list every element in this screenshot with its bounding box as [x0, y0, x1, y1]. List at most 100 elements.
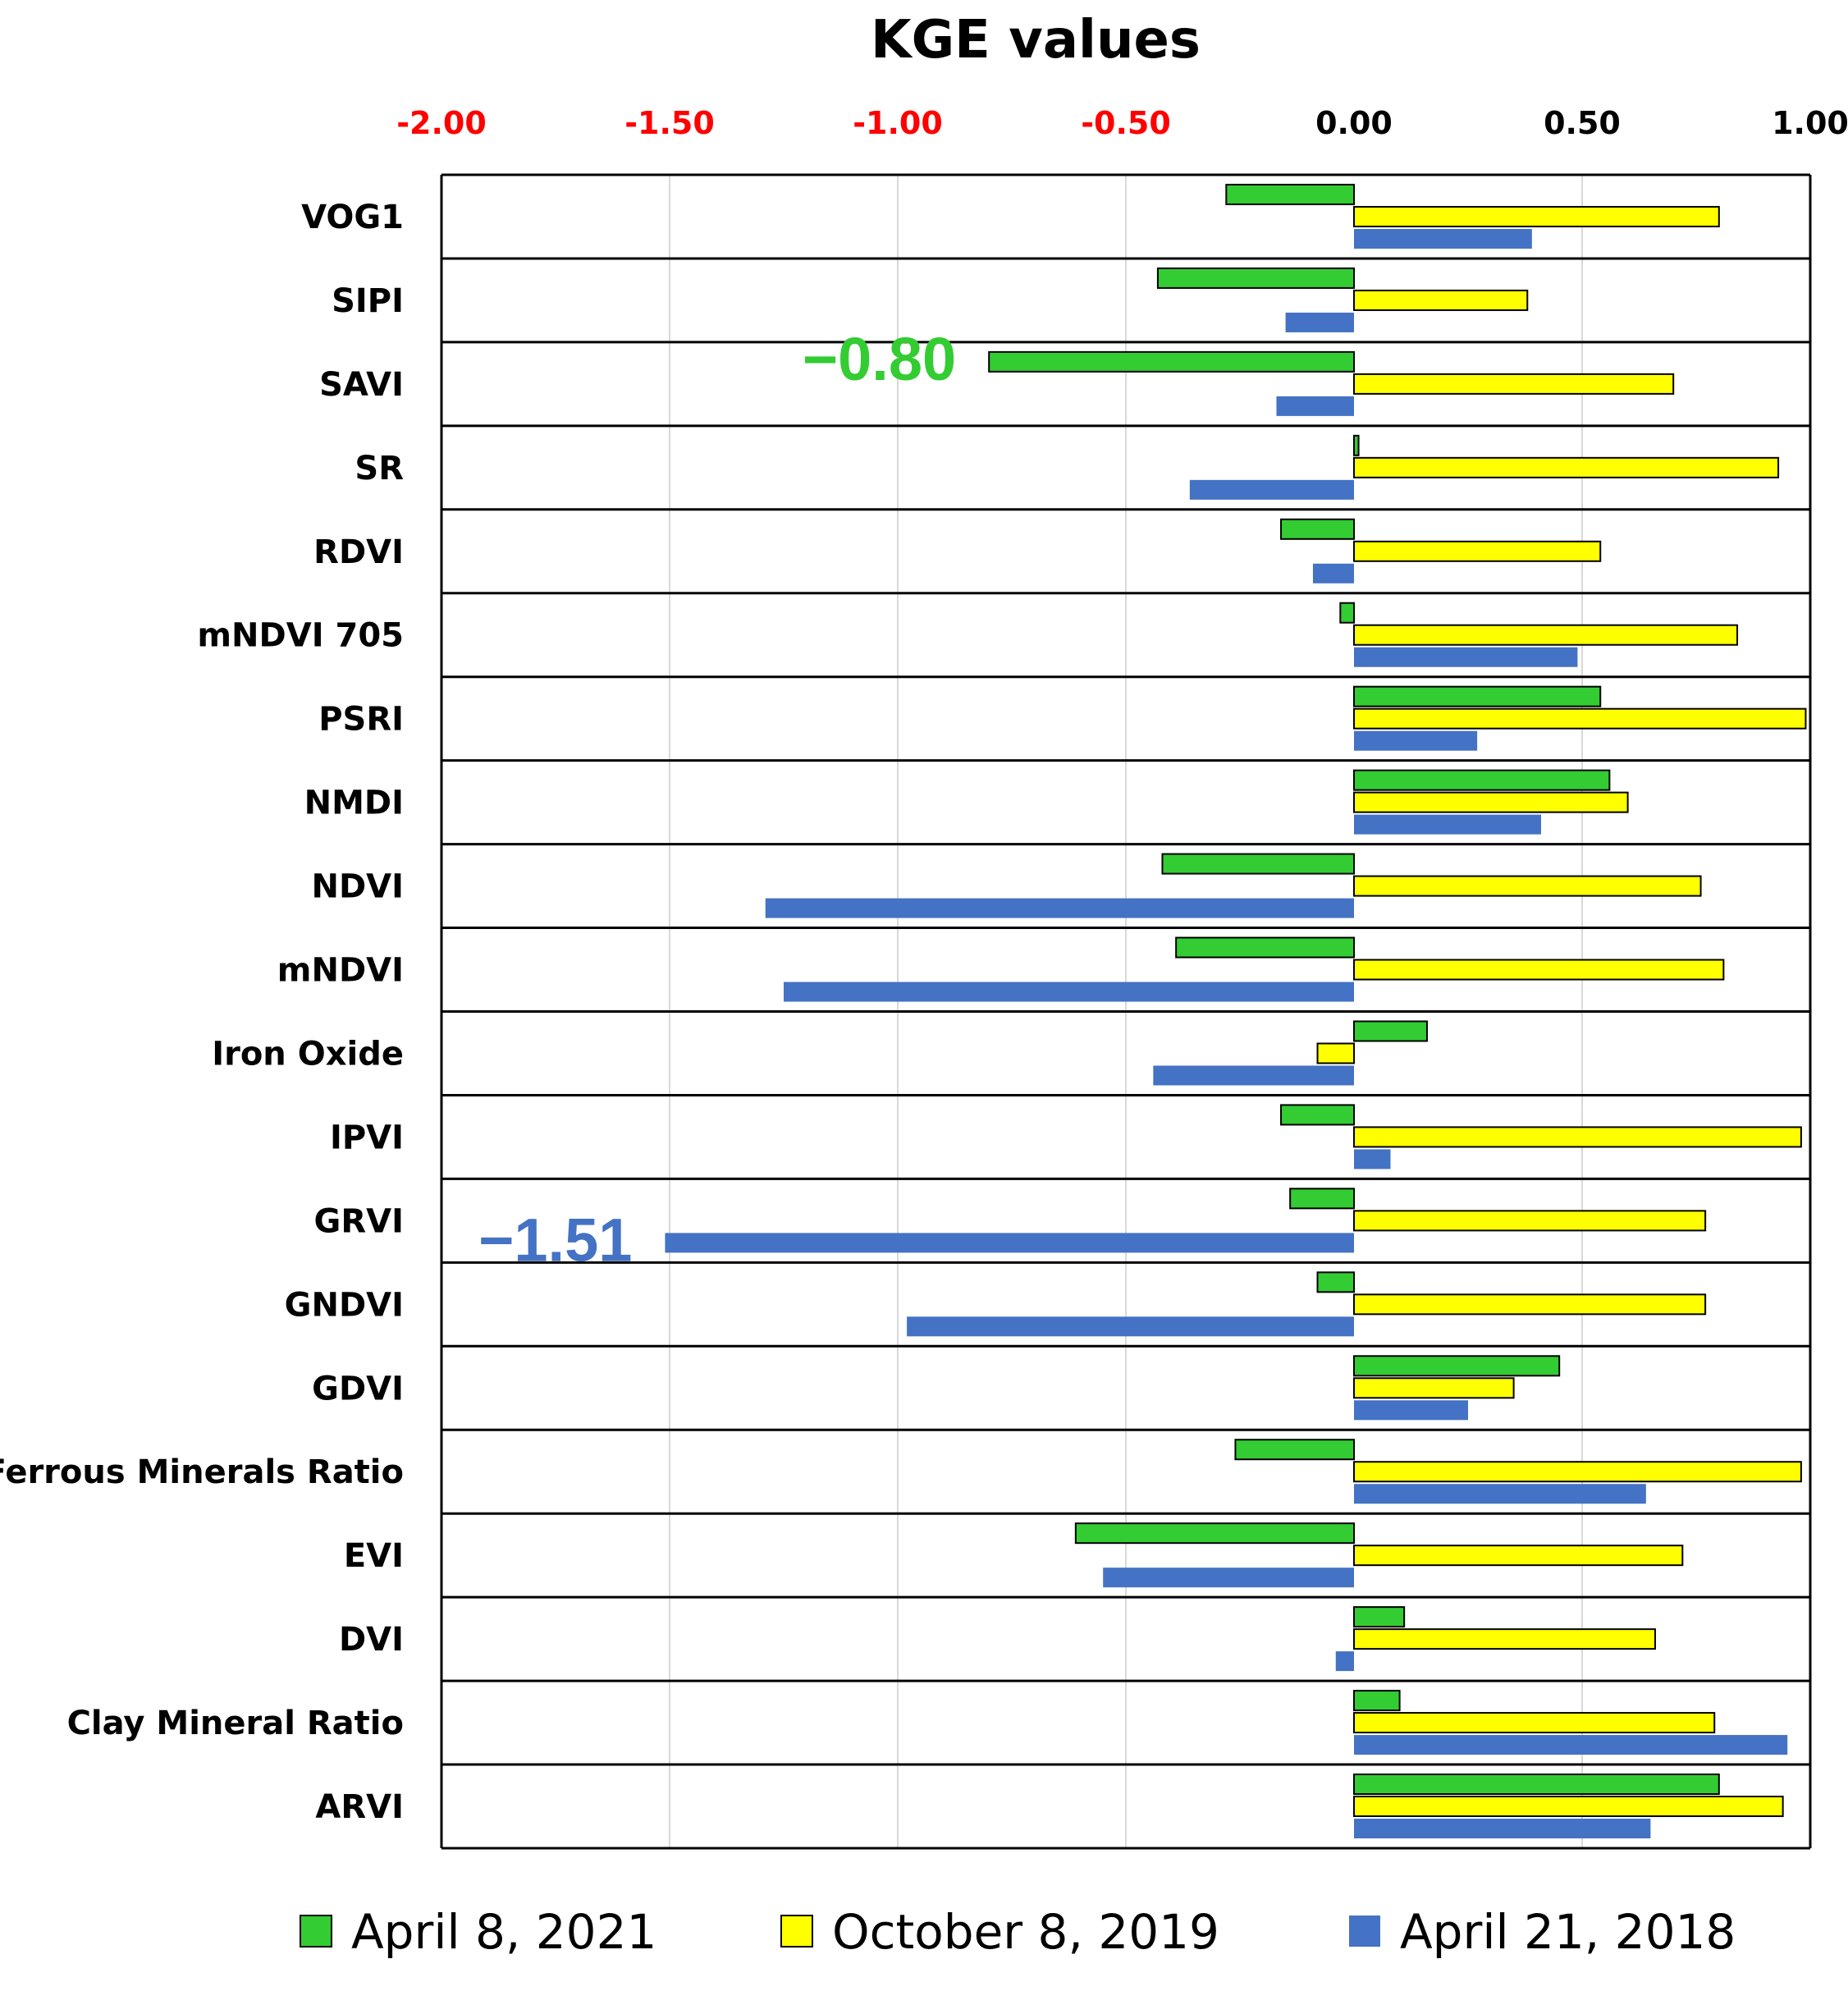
bar-april-8-2021: [1339, 602, 1355, 624]
bar-october-8-2019: [1353, 205, 1720, 227]
bar-april-8-2021: [1289, 1188, 1356, 1210]
bar-april-21-2018: [1276, 396, 1354, 416]
bar-april-8-2021: [1225, 183, 1355, 205]
bar-april-8-2021: [1161, 853, 1355, 875]
bar-april-8-2021: [1353, 434, 1360, 456]
bar-october-8-2019: [1353, 1461, 1802, 1483]
bar-october-8-2019: [1353, 373, 1675, 395]
bar-october-8-2019: [1353, 1628, 1656, 1650]
chart-title: KGE values: [871, 10, 1201, 71]
bar-april-21-2018: [1354, 228, 1532, 249]
bar-april-21-2018: [1354, 814, 1541, 835]
category-label: SIPI: [332, 282, 404, 320]
bar-april-8-2021: [1280, 518, 1356, 540]
legend-label: April 21, 2018: [1400, 1904, 1736, 1960]
bar-october-8-2019: [1353, 624, 1739, 646]
category-label: SR: [355, 450, 404, 487]
category-label: NMDI: [304, 785, 404, 822]
category-label: mNDVI 705: [197, 617, 404, 655]
category-label: GRVI: [314, 1202, 404, 1240]
x-tick-label: -0.50: [1081, 105, 1171, 141]
bar-april-21-2018: [1285, 312, 1354, 332]
bar-april-21-2018: [1312, 563, 1354, 584]
annotations: −0.80 −1.51: [478, 325, 956, 1275]
legend-label: April 8, 2021: [351, 1904, 656, 1960]
bar-october-8-2019: [1353, 707, 1807, 730]
legend-label: October 8, 2019: [832, 1904, 1219, 1960]
bar-april-8-2021: [1280, 1104, 1356, 1126]
category-label: Clay Mineral Ratio: [67, 1705, 404, 1742]
bar-october-8-2019: [1353, 1545, 1684, 1567]
bar-october-8-2019: [1353, 875, 1702, 897]
category-label: ARVI: [315, 1788, 404, 1826]
category-label: VOG1: [301, 199, 404, 236]
category-label: EVI: [344, 1537, 404, 1575]
bar-april-8-2021: [988, 350, 1355, 373]
category-label: mNDVI: [277, 952, 404, 990]
bar-april-21-2018: [765, 898, 1354, 918]
bar-april-21-2018: [1354, 1484, 1646, 1504]
category-label: SAVI: [319, 366, 404, 404]
bar-october-8-2019: [1353, 1293, 1707, 1316]
bar-april-21-2018: [1153, 1065, 1354, 1086]
bar-october-8-2019: [1353, 1126, 1802, 1148]
category-label: PSRI: [318, 701, 404, 739]
bar-april-8-2021: [1175, 936, 1356, 959]
bar-october-8-2019: [1353, 959, 1725, 981]
bar-april-21-2018: [1354, 730, 1478, 751]
bar-april-8-2021: [1353, 1774, 1720, 1796]
bar-april-8-2021: [1234, 1439, 1355, 1461]
bar-april-21-2018: [784, 982, 1354, 1002]
bar-october-8-2019: [1353, 1377, 1515, 1399]
category-labels: VOG1 SIPI SAVI SR RDVI mNDVI 705 PSRI NMDI NDVI m…: [0, 199, 404, 1826]
x-tick-label: -2.00: [396, 105, 487, 141]
category-label: RDVI: [313, 533, 404, 571]
bar-april-21-2018: [1189, 479, 1354, 500]
bar-april-21-2018: [665, 1233, 1354, 1253]
bar-april-21-2018: [1354, 1149, 1391, 1169]
category-label: NDVI: [311, 868, 404, 906]
bar-april-8-2021: [1353, 1690, 1401, 1712]
bar-october-8-2019: [1353, 1712, 1716, 1734]
bar-april-21-2018: [1335, 1651, 1354, 1672]
category-label: GNDVI: [285, 1286, 404, 1324]
category-rows: [440, 173, 1812, 1850]
x-axis-ticks: -2.00 -1.50 -1.00 -0.50 0.00 0.50 1.00: [396, 105, 1848, 141]
x-tick-label: -1.50: [624, 105, 715, 141]
x-tick-label: 0.50: [1544, 105, 1621, 141]
bar-april-8-2021: [1353, 1020, 1428, 1042]
bar-october-8-2019: [1353, 289, 1529, 311]
bar-april-21-2018: [1354, 1735, 1788, 1755]
bar-april-8-2021: [1074, 1522, 1355, 1545]
bar-october-8-2019: [1353, 1210, 1707, 1232]
category-label: DVI: [339, 1621, 404, 1659]
category-label: Iron Oxide: [212, 1035, 404, 1073]
legend-swatch: [1349, 1915, 1380, 1947]
category-label: IPVI: [330, 1119, 404, 1156]
bar-october-8-2019: [1316, 1042, 1356, 1064]
legend-swatch: [300, 1915, 332, 1948]
bar-april-8-2021: [1353, 1606, 1406, 1628]
category-label: GDVI: [312, 1370, 404, 1407]
bar-april-8-2021: [1353, 1355, 1561, 1377]
bar-april-21-2018: [1103, 1568, 1354, 1588]
annotation-label: −0.80: [803, 325, 956, 393]
bar-april-21-2018: [1354, 647, 1578, 667]
bar-april-21-2018: [1354, 1819, 1651, 1839]
bar-october-8-2019: [1353, 540, 1602, 562]
annotation-label: −1.51: [478, 1206, 632, 1274]
bar-april-21-2018: [1354, 1400, 1468, 1421]
bars: [665, 183, 1807, 1839]
legend: April 8, 2021 October 8, 2019 April 21, 20…: [300, 1904, 1736, 1960]
bar-april-21-2018: [907, 1316, 1354, 1337]
category-label: Ferrous Minerals Ratio: [0, 1453, 404, 1491]
bar-october-8-2019: [1353, 456, 1780, 478]
bar-april-8-2021: [1156, 267, 1356, 289]
legend-swatch: [780, 1915, 813, 1948]
bar-october-8-2019: [1353, 791, 1629, 813]
bar-april-8-2021: [1353, 769, 1611, 791]
x-tick-label: 0.00: [1315, 105, 1393, 141]
bar-october-8-2019: [1353, 1796, 1784, 1818]
bar-april-8-2021: [1316, 1271, 1356, 1293]
